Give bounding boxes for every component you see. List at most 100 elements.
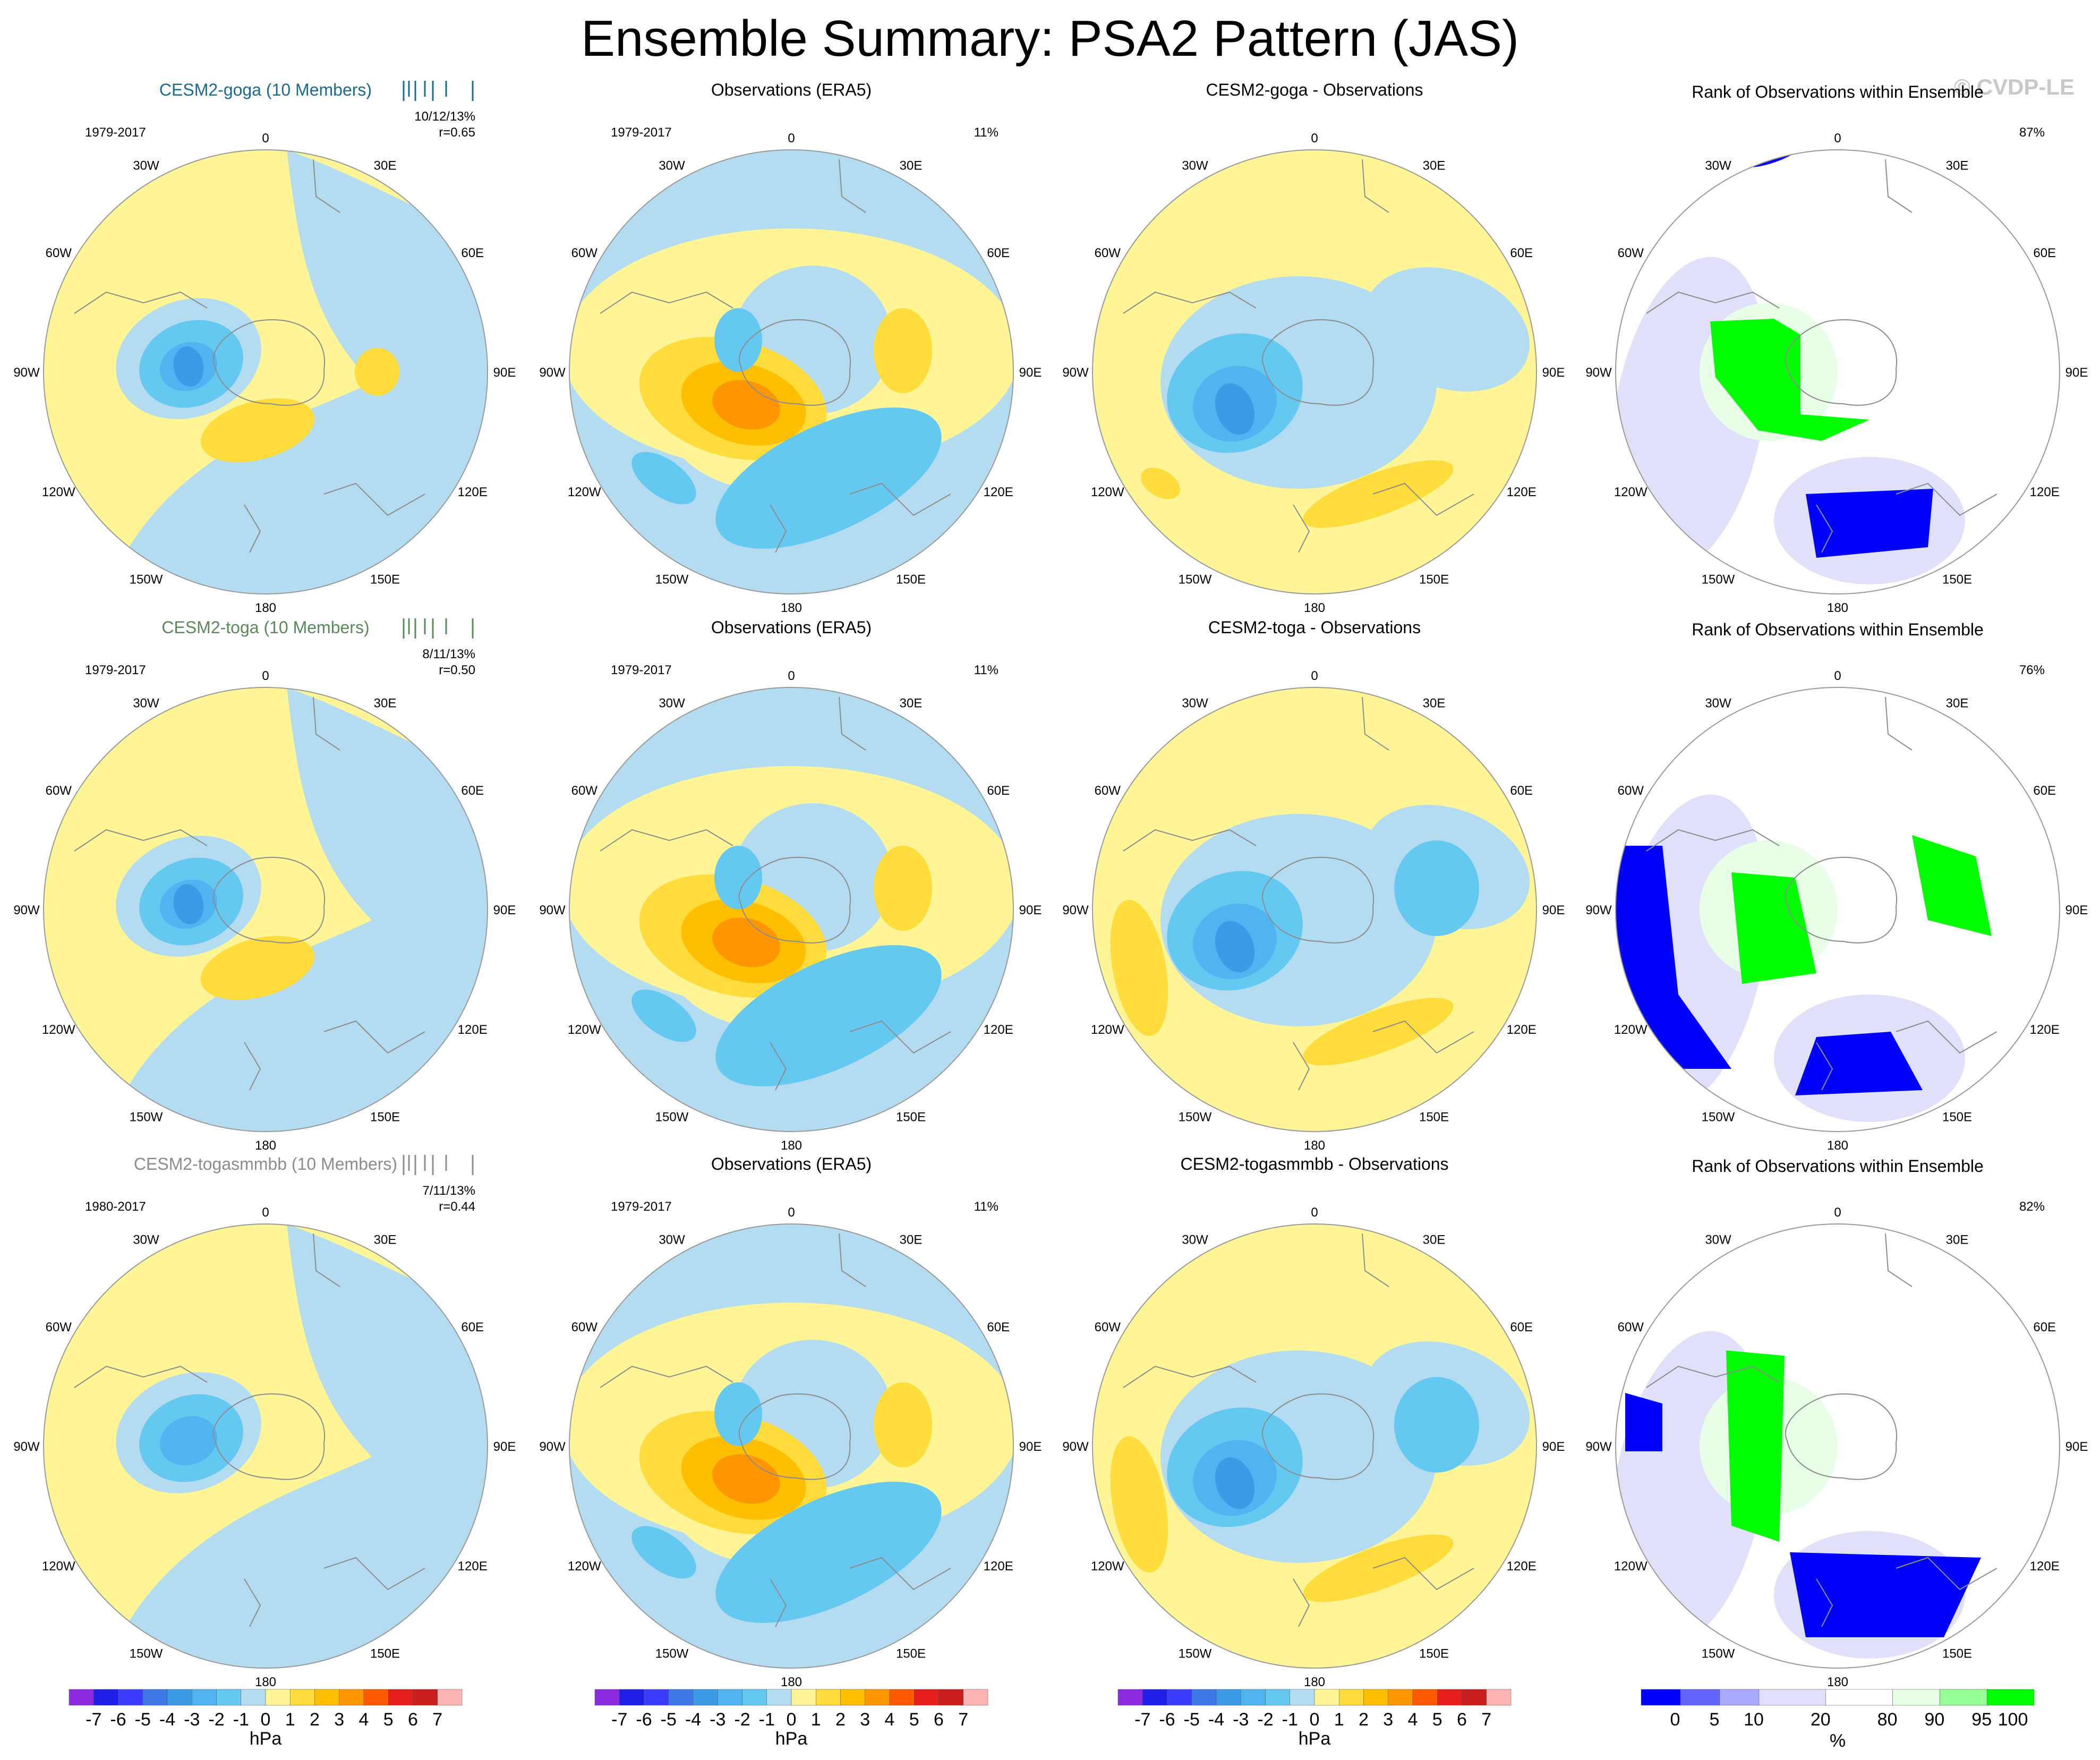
antarctica-coastline — [1785, 856, 1898, 943]
longitude-label: 180 — [781, 601, 802, 615]
map-border — [1615, 149, 2060, 594]
longitude-label: 30E — [1423, 158, 1446, 173]
contour-negative — [715, 945, 942, 1086]
longitude-label: 30E — [1946, 696, 1969, 710]
contour-negative — [1215, 921, 1255, 973]
contour-positive — [1303, 998, 1454, 1066]
map-border — [1615, 687, 2060, 1132]
longitude-label: 120W — [1614, 1023, 1647, 1037]
obs-period: 1979-2017 — [611, 125, 672, 140]
map-border — [569, 149, 1014, 594]
colorbar-swatch — [1142, 1689, 1167, 1706]
antarctica-coastline — [1785, 319, 1898, 406]
map-border — [1092, 1223, 1537, 1669]
longitude-label: 120W — [1614, 485, 1647, 499]
colorbar-tick-label: -5 — [1184, 1710, 1200, 1730]
contour-positive — [712, 917, 780, 967]
australia-coastline — [323, 482, 425, 516]
panel-title-observations: Observations (ERA5) — [711, 1154, 872, 1174]
longitude-label: 150W — [130, 1110, 163, 1125]
longitude-label: 60E — [2033, 1320, 2056, 1334]
longitude-label: 0 — [262, 1205, 269, 1220]
longitude-label: 90E — [493, 903, 516, 917]
map-panel-fill — [1092, 1224, 1536, 1668]
contour-positive — [874, 846, 932, 931]
longitude-label: 150W — [1702, 573, 1735, 587]
longitude-label: 60W — [46, 246, 72, 260]
rank-colorbar-tick-label: 100 — [1998, 1710, 2028, 1730]
colorbar-swatch — [388, 1689, 413, 1706]
colorbar-tick-label: 6 — [1457, 1710, 1467, 1730]
africa-coastline — [1362, 159, 1389, 213]
map-panel-fill — [569, 687, 1013, 1132]
rank-colorbar-swatch — [1758, 1689, 1826, 1706]
colorbar-swatch — [265, 1689, 291, 1706]
longitude-label: 120E — [2030, 1559, 2060, 1574]
longitude-label: 60E — [987, 784, 1010, 798]
south-america-coastline — [1646, 829, 1780, 852]
panel-title-difference: CESM2-toga - Observations — [1208, 618, 1421, 637]
longitude-label: 60W — [1618, 784, 1644, 798]
longitude-label: 120E — [1507, 1559, 1536, 1574]
rank-pct: 76% — [2019, 663, 2045, 677]
longitude-label: 60E — [2033, 784, 2056, 798]
model-period: 1979-2017 — [85, 125, 146, 140]
longitude-label: 150W — [1702, 1647, 1735, 1661]
longitude-label: 180 — [1827, 1138, 1848, 1153]
colorbar-swatch — [889, 1689, 915, 1706]
south-america-coastline — [600, 829, 733, 852]
longitude-label: 120E — [2030, 1023, 2060, 1037]
colorbar-swatch — [693, 1689, 718, 1706]
model-period: 1980-2017 — [85, 1200, 146, 1214]
colorbar-swatch — [1117, 1689, 1143, 1706]
south-america-coastline — [1123, 829, 1257, 852]
map-border — [1092, 687, 1537, 1132]
map-panel-fill — [44, 1224, 488, 1668]
south-america-coastline — [600, 1365, 733, 1388]
panel-title-difference: CESM2-goga - Observations — [1206, 80, 1423, 99]
longitude-label: 90E — [1542, 903, 1565, 917]
colorbar-swatch — [963, 1689, 988, 1706]
colorbar-swatch — [216, 1689, 241, 1706]
colorbar-tick-label: 0 — [787, 1710, 797, 1730]
colorbar-swatch — [791, 1689, 816, 1706]
longitude-label: 150E — [896, 573, 926, 587]
colorbar-tick-label: -3 — [710, 1710, 725, 1730]
longitude-label: 30W — [1182, 1232, 1208, 1247]
map-panel-fill — [44, 150, 488, 594]
longitude-label: 90E — [2065, 365, 2088, 380]
obs-period: 1979-2017 — [611, 663, 672, 677]
longitude-label: 60W — [1618, 246, 1644, 260]
longitude-label: 150W — [1702, 1110, 1735, 1125]
longitude-label: 30W — [1705, 696, 1731, 710]
rank-colorbar-tick-label: 0 — [1670, 1710, 1680, 1730]
new-zealand-coastline — [770, 504, 787, 553]
longitude-label: 180 — [255, 1138, 276, 1153]
rank-colorbar-tick-label: 20 — [1811, 1710, 1831, 1730]
colorbar-tick-label: -5 — [661, 1710, 677, 1730]
south-america-coastline — [1646, 1365, 1780, 1388]
rank-colorbar-swatch — [1892, 1689, 1940, 1706]
longitude-label: 180 — [1304, 1138, 1325, 1153]
colorbar-swatch — [167, 1689, 192, 1706]
longitude-label: 60W — [571, 784, 598, 798]
longitude-label: 60E — [461, 246, 484, 260]
colorbar-tick-label: 3 — [334, 1710, 344, 1730]
longitude-label: 60W — [571, 1320, 598, 1334]
colorbar-swatch — [594, 1689, 620, 1706]
colorbar-tick-label: -7 — [611, 1710, 627, 1730]
colorbar-swatch — [668, 1689, 694, 1706]
contour-negative — [714, 846, 762, 909]
contour-negative — [1215, 1457, 1255, 1509]
rank-colorbar-swatch — [1641, 1689, 1681, 1706]
longitude-label: 0 — [788, 131, 795, 146]
contour-negative — [714, 1382, 762, 1446]
longitude-label: 150E — [370, 573, 400, 587]
contour-negative — [160, 1416, 217, 1466]
colorbar-tick-label: 0 — [1310, 1710, 1320, 1730]
colorbar-swatch — [718, 1689, 742, 1706]
contour-negative — [714, 308, 762, 372]
map-border — [569, 1223, 1014, 1669]
model-stats: 7/11/13% — [422, 1184, 475, 1198]
antarctica-coastline — [738, 856, 851, 943]
